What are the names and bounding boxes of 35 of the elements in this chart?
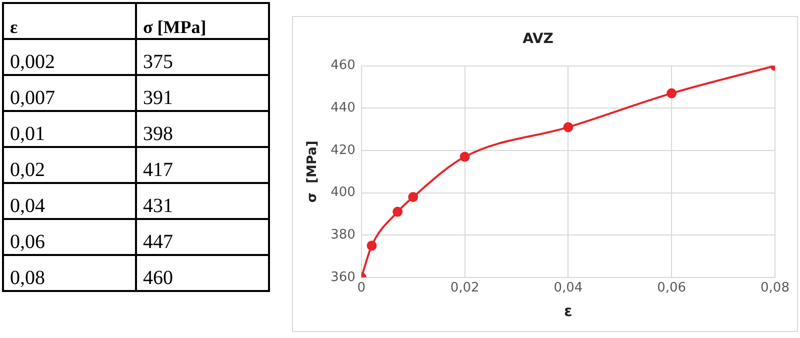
text: 375	[136, 39, 269, 75]
text: 447	[136, 219, 269, 255]
point	[408, 192, 418, 202]
point	[666, 88, 677, 98]
text: 0,02	[3, 147, 136, 183]
text: 0,04	[3, 183, 136, 219]
x-tick-label: 0	[357, 280, 366, 296]
text: 0,002	[3, 39, 136, 75]
y-tick-label: 460	[330, 58, 356, 74]
point	[563, 122, 574, 132]
text: 0,007	[3, 75, 136, 111]
y-tick-label: 400	[330, 185, 356, 200]
point	[392, 206, 403, 217]
text: σ [MPa]	[136, 3, 269, 39]
y-tick-label: 360	[330, 270, 356, 285]
y-tick-label: 440	[330, 100, 356, 116]
text: 0,01	[3, 111, 136, 147]
text: ε	[3, 3, 136, 39]
y-axis-title: σ [MPa]	[305, 140, 320, 203]
x-tick-label: 0,02	[450, 280, 480, 296]
text: 460	[136, 255, 269, 291]
y-tick-label: 420	[330, 142, 356, 158]
x-tick-label: 0,04	[554, 280, 583, 296]
text: 391	[136, 75, 269, 111]
text: 398	[136, 111, 269, 147]
y-tick-label: 380	[330, 227, 356, 242]
text: 431	[136, 183, 269, 219]
point	[366, 240, 377, 251]
point	[460, 152, 470, 162]
x-axis-title: ε	[564, 302, 572, 320]
text: 417	[136, 147, 269, 183]
x-tick-label: 0,06	[657, 280, 686, 296]
chart-title: AVZ	[522, 31, 554, 48]
text: 0,06	[3, 219, 136, 255]
x-tick-label: 0,08	[760, 280, 790, 296]
